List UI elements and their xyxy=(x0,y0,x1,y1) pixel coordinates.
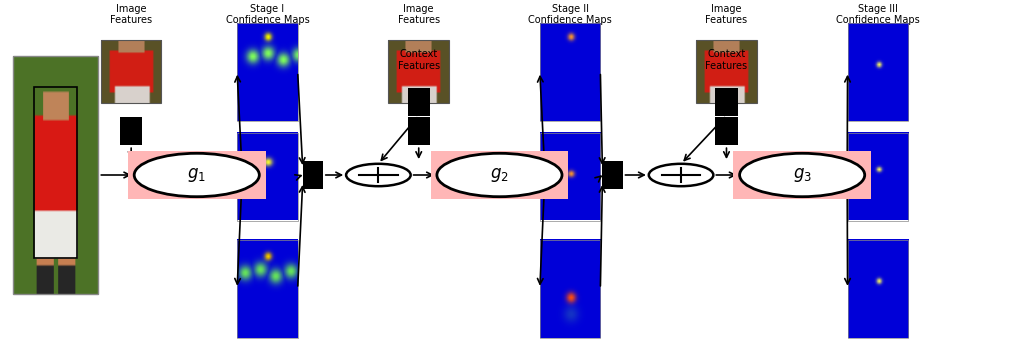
Bar xyxy=(34,87,77,258)
Bar xyxy=(12,56,98,294)
Circle shape xyxy=(134,153,259,197)
Text: $g_1$: $g_1$ xyxy=(188,166,206,184)
Bar xyxy=(120,117,142,145)
Bar xyxy=(431,151,568,199)
Bar xyxy=(237,240,298,338)
Bar xyxy=(101,40,161,103)
Bar xyxy=(696,40,757,103)
Bar xyxy=(848,133,908,220)
Bar xyxy=(540,23,600,121)
Bar xyxy=(388,40,449,103)
Text: Stage III
Confidence Maps: Stage III Confidence Maps xyxy=(835,4,920,25)
Bar xyxy=(540,240,600,338)
Bar xyxy=(128,151,265,199)
Text: Image
Features: Image Features xyxy=(705,4,748,25)
Circle shape xyxy=(649,164,713,186)
Text: $g_3$: $g_3$ xyxy=(793,166,811,184)
Bar xyxy=(408,88,430,116)
Bar xyxy=(303,161,323,189)
Text: Context
Features: Context Features xyxy=(398,49,440,71)
Bar xyxy=(848,240,908,338)
Text: $g_2$: $g_2$ xyxy=(490,166,509,184)
Bar xyxy=(602,161,623,189)
Circle shape xyxy=(740,153,865,197)
Bar xyxy=(237,133,298,220)
Circle shape xyxy=(437,153,562,197)
Bar xyxy=(848,23,908,121)
Text: Image
Features: Image Features xyxy=(398,4,440,25)
Bar xyxy=(734,151,871,199)
Bar xyxy=(408,117,430,145)
Text: Context
Features: Context Features xyxy=(705,49,748,71)
Bar xyxy=(237,23,298,121)
Text: Stage II
Confidence Maps: Stage II Confidence Maps xyxy=(528,4,612,25)
Text: Image
Features: Image Features xyxy=(110,4,152,25)
Bar xyxy=(540,133,600,220)
Circle shape xyxy=(346,164,411,186)
Bar xyxy=(715,117,738,145)
Bar xyxy=(715,88,738,116)
Text: Stage I
Confidence Maps: Stage I Confidence Maps xyxy=(225,4,310,25)
